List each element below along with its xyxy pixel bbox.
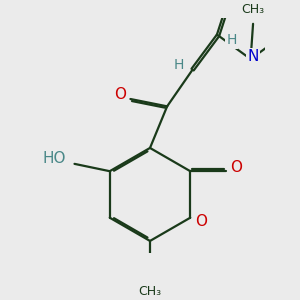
Text: O: O (195, 214, 207, 229)
Text: H: H (174, 58, 184, 72)
Text: CH₃: CH₃ (138, 285, 162, 298)
Text: N: N (248, 49, 259, 64)
Text: CH₃: CH₃ (242, 3, 265, 16)
Text: H: H (226, 33, 237, 47)
Text: O: O (114, 87, 126, 102)
Text: O: O (230, 160, 242, 175)
Text: HO: HO (42, 152, 66, 166)
